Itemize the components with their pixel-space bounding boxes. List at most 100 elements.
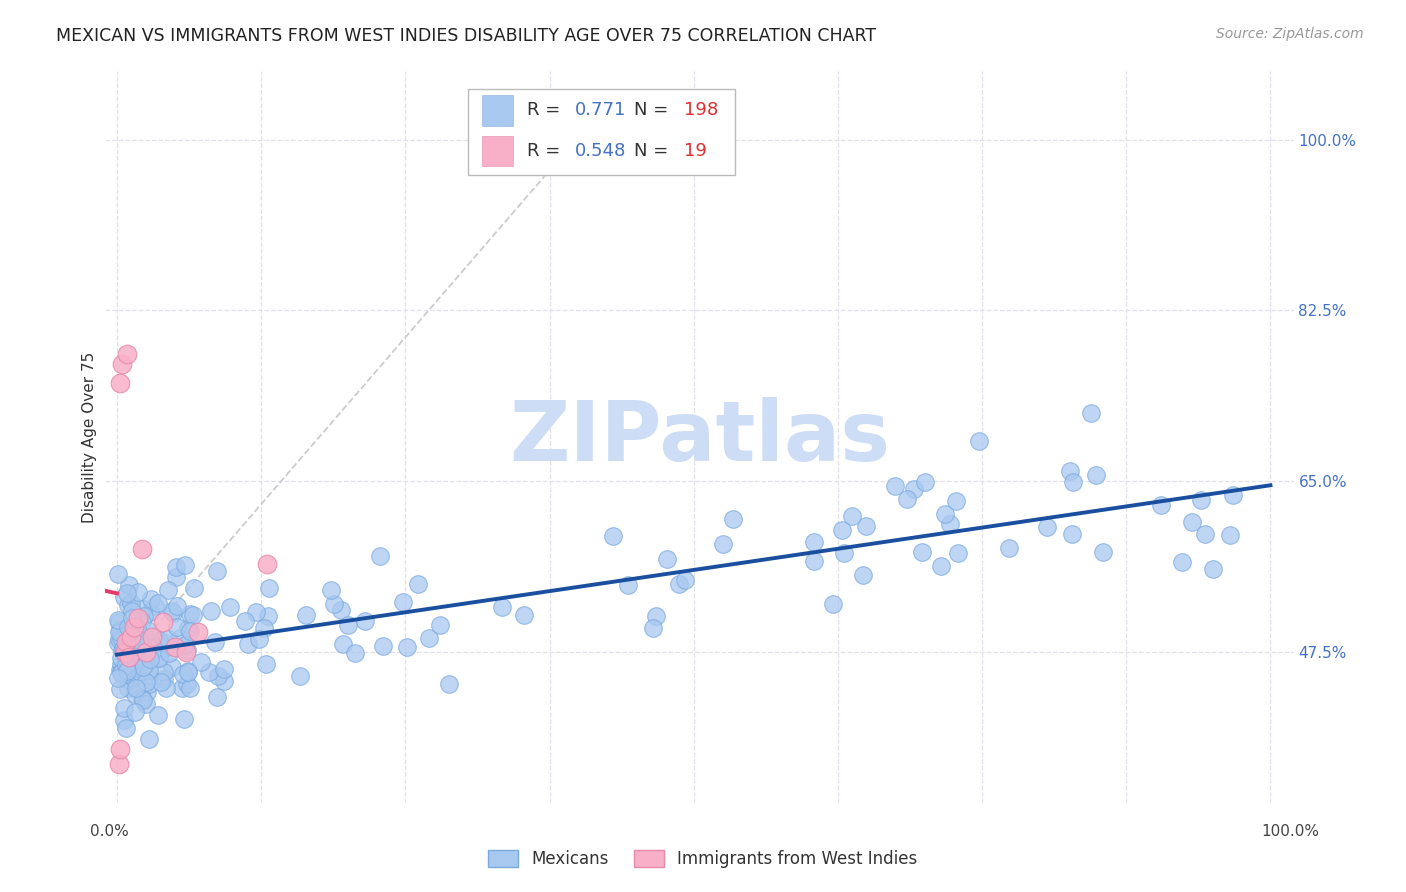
- Point: [118, 577, 141, 591]
- Point: [1194, 526, 1216, 541]
- Point: [112, 713, 135, 727]
- Point: [115, 721, 138, 735]
- Point: [148, 633, 170, 648]
- Point: [945, 493, 967, 508]
- Point: [111, 667, 134, 681]
- Text: N =: N =: [634, 142, 673, 160]
- Point: [120, 630, 142, 644]
- Point: [120, 626, 142, 640]
- Point: [145, 634, 167, 648]
- Point: [124, 620, 146, 634]
- Text: 0.548: 0.548: [575, 142, 626, 160]
- Point: [852, 568, 875, 582]
- Point: [132, 608, 155, 623]
- Point: [135, 675, 157, 690]
- Point: [117, 681, 139, 696]
- Point: [107, 635, 129, 649]
- Point: [491, 599, 513, 614]
- Point: [187, 625, 209, 640]
- Point: [107, 624, 129, 639]
- Point: [114, 645, 136, 659]
- Point: [169, 631, 191, 645]
- Point: [125, 661, 148, 675]
- Point: [245, 605, 267, 619]
- Point: [153, 665, 176, 679]
- Point: [354, 614, 377, 628]
- Point: [323, 598, 346, 612]
- Point: [110, 644, 132, 658]
- Point: [153, 641, 176, 656]
- Point: [156, 582, 179, 597]
- Point: [149, 675, 172, 690]
- Point: [259, 581, 281, 595]
- Point: [176, 677, 198, 691]
- Point: [112, 642, 135, 657]
- Point: [1080, 406, 1102, 420]
- Point: [236, 637, 259, 651]
- Point: [841, 508, 863, 523]
- Point: [112, 591, 135, 605]
- Point: [115, 632, 138, 646]
- Point: [136, 635, 159, 649]
- Point: [153, 672, 176, 686]
- Point: [179, 607, 201, 622]
- Point: [831, 523, 853, 537]
- Point: [1059, 464, 1081, 478]
- Point: [139, 591, 162, 606]
- Point: [371, 639, 394, 653]
- Point: [138, 624, 160, 638]
- Point: [332, 637, 354, 651]
- Point: [157, 632, 180, 646]
- Point: [166, 599, 188, 613]
- Point: [172, 666, 194, 681]
- Point: [207, 669, 229, 683]
- Point: [117, 650, 139, 665]
- Point: [138, 652, 160, 666]
- Point: [148, 651, 170, 665]
- Point: [711, 537, 734, 551]
- Point: [247, 632, 270, 646]
- Point: [321, 582, 343, 597]
- FancyBboxPatch shape: [482, 136, 513, 167]
- Point: [136, 668, 159, 682]
- Point: [163, 640, 186, 654]
- Point: [1181, 515, 1204, 529]
- Point: [127, 585, 149, 599]
- Point: [257, 608, 280, 623]
- Point: [179, 681, 201, 695]
- Point: [884, 478, 907, 492]
- Point: [128, 633, 150, 648]
- Point: [138, 605, 160, 619]
- Point: [969, 434, 991, 449]
- Point: [177, 621, 200, 635]
- Text: 100.0%: 100.0%: [1261, 824, 1320, 838]
- Y-axis label: Disability Age Over 75: Disability Age Over 75: [82, 351, 97, 523]
- Point: [177, 664, 200, 678]
- Point: [1092, 545, 1115, 559]
- Point: [135, 645, 157, 659]
- Point: [115, 635, 138, 649]
- Point: [160, 659, 183, 673]
- Point: [128, 665, 150, 680]
- Point: [1036, 519, 1059, 533]
- Point: [172, 681, 194, 695]
- Point: [368, 549, 391, 563]
- Point: [253, 621, 276, 635]
- Point: [337, 618, 360, 632]
- Point: [929, 559, 952, 574]
- Point: [115, 665, 138, 679]
- Point: [1219, 528, 1241, 542]
- Point: [429, 617, 451, 632]
- Point: [181, 607, 204, 622]
- Point: [127, 624, 149, 638]
- Point: [127, 656, 149, 670]
- Point: [117, 620, 139, 634]
- Point: [617, 577, 640, 591]
- Point: [121, 604, 143, 618]
- Point: [166, 620, 188, 634]
- Point: [668, 576, 690, 591]
- Point: [150, 640, 173, 655]
- Point: [219, 600, 242, 615]
- Point: [132, 602, 155, 616]
- Point: [173, 712, 195, 726]
